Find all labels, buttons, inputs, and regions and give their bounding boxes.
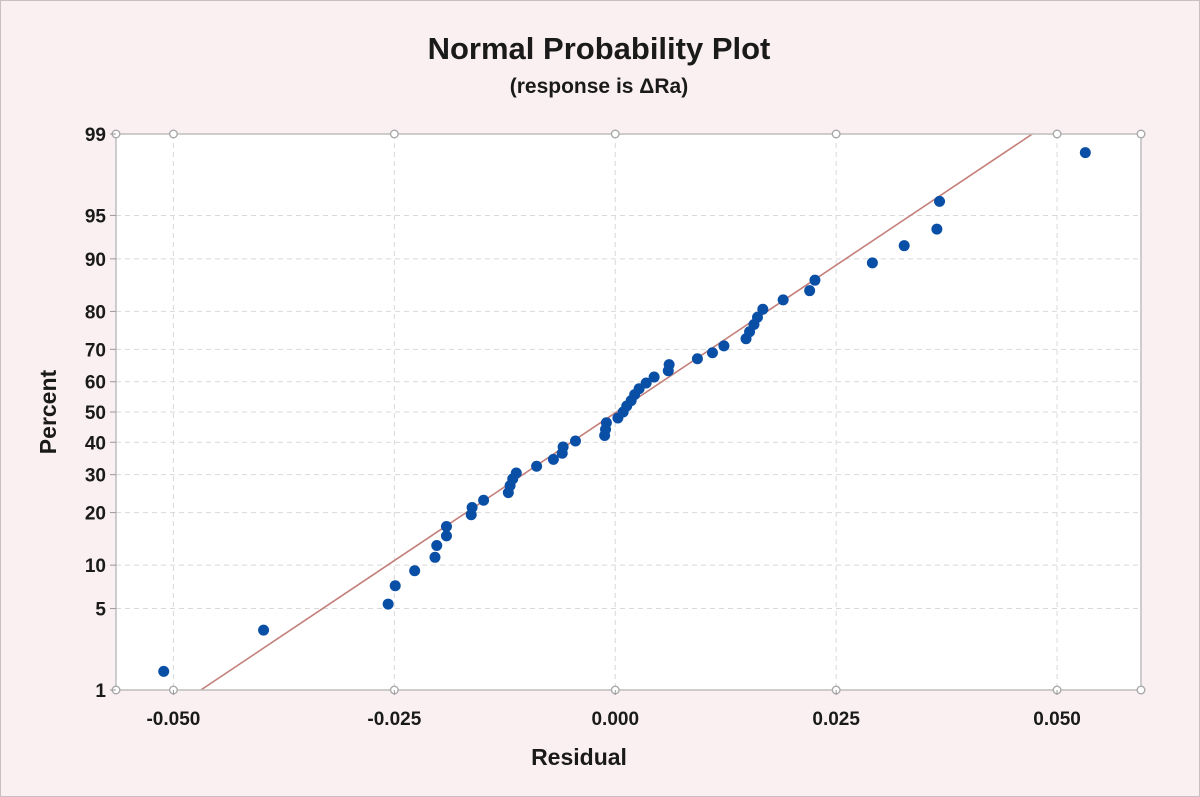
data-point: [547, 453, 559, 465]
data-point: [557, 441, 569, 453]
x-axis-ticks: -0.050 -0.025 0.000 0.025 0.050: [146, 690, 1081, 730]
selection-handle: [168, 129, 178, 139]
chart-title: Normal Probability Plot: [428, 31, 771, 66]
data-point: [866, 257, 878, 269]
selection-handle: [1136, 685, 1146, 695]
data-point: [1079, 147, 1091, 159]
x-tick-label: -0.025: [367, 709, 421, 730]
data-point: [429, 551, 441, 563]
selection-handle: [1136, 129, 1146, 139]
y-tick-label: 80: [85, 302, 106, 323]
data-point: [431, 539, 443, 551]
y-tick-label: 95: [85, 206, 107, 227]
data-point: [757, 303, 769, 315]
data-point: [804, 285, 816, 297]
data-point: [569, 435, 581, 447]
selection-handle: [1052, 129, 1062, 139]
y-tick-label: 60: [85, 373, 106, 394]
data-points: [158, 147, 1091, 677]
data-point: [663, 359, 675, 371]
selection-handle: [610, 129, 620, 139]
data-point: [898, 240, 910, 252]
data-point: [600, 417, 612, 429]
y-tick-label: 50: [85, 403, 106, 424]
data-point: [440, 520, 452, 532]
y-tick-label: 1: [95, 681, 106, 702]
fit-line-group: [200, 134, 1033, 690]
y-axis-label: Percent: [35, 369, 61, 454]
data-point: [931, 223, 943, 235]
x-axis-label: Residual: [531, 744, 627, 770]
data-point: [409, 565, 421, 577]
data-point: [440, 530, 452, 542]
chart-subtitle: (response is ΔRa): [510, 75, 688, 98]
y-tick-label: 20: [85, 504, 106, 525]
data-point: [466, 502, 478, 514]
data-point: [718, 340, 730, 352]
y-tick-label: 10: [85, 556, 106, 577]
gridlines: [116, 134, 1141, 690]
x-tick-label: 0.000: [591, 709, 639, 730]
x-tick-label: 0.025: [812, 709, 860, 730]
data-point: [691, 353, 703, 365]
data-point: [777, 294, 789, 306]
data-point: [648, 371, 660, 383]
data-point: [752, 311, 764, 323]
y-tick-label: 99: [85, 125, 106, 146]
data-point: [809, 274, 821, 286]
data-point: [510, 467, 522, 479]
data-point: [706, 347, 718, 359]
data-point: [389, 580, 401, 592]
data-point: [640, 377, 652, 389]
data-point: [478, 494, 490, 506]
y-tick-label: 40: [85, 433, 106, 454]
y-tick-label: 70: [85, 340, 106, 361]
data-point: [531, 460, 543, 472]
x-tick-label: 0.050: [1033, 709, 1081, 730]
y-tick-label: 90: [85, 250, 106, 271]
data-point: [934, 195, 946, 207]
data-point: [158, 665, 170, 677]
data-point: [382, 598, 394, 610]
y-tick-label: 5: [95, 600, 106, 621]
selection-handle: [389, 129, 399, 139]
x-tick-label: -0.050: [146, 709, 200, 730]
fit-line: [200, 134, 1033, 690]
selection-handle: [831, 129, 841, 139]
data-point: [258, 624, 270, 636]
y-axis-ticks: 1 5 10 20 30 40 50 60 70 80 90 95 99: [85, 125, 116, 702]
y-tick-label: 30: [85, 466, 106, 487]
